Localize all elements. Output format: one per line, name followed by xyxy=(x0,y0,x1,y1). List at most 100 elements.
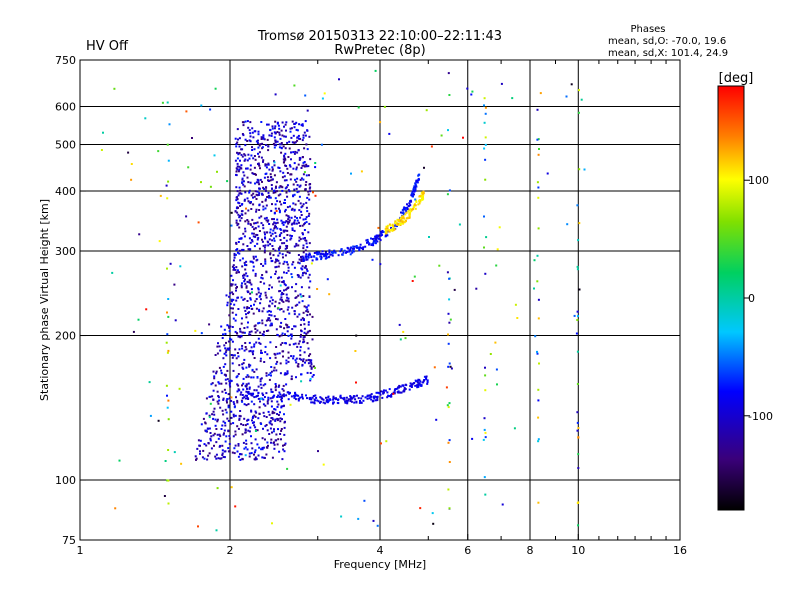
data-point xyxy=(448,298,451,301)
data-point xyxy=(310,401,313,404)
data-point xyxy=(173,451,176,454)
data-point xyxy=(578,168,581,171)
data-point xyxy=(238,348,241,351)
data-point xyxy=(245,316,248,319)
data-point xyxy=(249,140,252,143)
data-point xyxy=(227,393,230,396)
data-point xyxy=(279,200,281,203)
data-point xyxy=(247,290,250,293)
data-point xyxy=(303,259,306,262)
data-point xyxy=(264,199,267,202)
data-point xyxy=(415,181,418,184)
data-point xyxy=(360,170,363,173)
data-point xyxy=(276,318,279,321)
data-point xyxy=(273,221,276,224)
data-point xyxy=(260,215,263,218)
data-point xyxy=(215,453,218,456)
data-point xyxy=(415,179,418,182)
data-point xyxy=(251,232,254,235)
data-point xyxy=(237,427,240,430)
data-point xyxy=(353,401,356,404)
data-point xyxy=(273,408,276,410)
data-point xyxy=(236,224,239,227)
data-point xyxy=(218,445,221,448)
data-point xyxy=(258,308,261,311)
data-point xyxy=(392,229,395,232)
data-point xyxy=(248,279,251,282)
data-point xyxy=(264,207,267,210)
data-point xyxy=(289,403,292,406)
data-point xyxy=(253,222,256,225)
data-point xyxy=(209,437,212,440)
data-point xyxy=(408,214,411,217)
data-point xyxy=(259,178,262,181)
data-point xyxy=(386,391,389,394)
data-point xyxy=(195,457,198,460)
data-point xyxy=(269,231,272,234)
data-point xyxy=(276,352,279,355)
data-point xyxy=(284,147,287,150)
data-point xyxy=(391,229,394,232)
data-point xyxy=(277,194,280,197)
data-point xyxy=(445,386,448,389)
data-point xyxy=(264,164,267,167)
data-point xyxy=(268,223,271,225)
data-point xyxy=(411,383,414,386)
data-point xyxy=(238,165,241,168)
data-point xyxy=(227,404,230,407)
data-point xyxy=(357,106,360,109)
data-point xyxy=(167,298,170,300)
data-point xyxy=(264,262,267,265)
data-point xyxy=(270,405,273,408)
data-point xyxy=(254,324,257,327)
data-point xyxy=(211,413,214,416)
data-point xyxy=(533,259,536,262)
data-point xyxy=(283,199,286,201)
data-point xyxy=(446,404,449,407)
data-point xyxy=(284,221,287,224)
data-point xyxy=(270,184,273,186)
data-point xyxy=(302,336,305,339)
data-point xyxy=(307,321,310,324)
data-point xyxy=(286,234,289,236)
data-point xyxy=(252,415,254,418)
data-point xyxy=(308,174,310,177)
data-point xyxy=(234,253,237,256)
data-point xyxy=(387,395,390,397)
data-point xyxy=(342,251,345,254)
data-point xyxy=(447,441,450,444)
data-point xyxy=(309,365,312,368)
data-point xyxy=(484,106,487,109)
data-point xyxy=(284,284,287,287)
data-point xyxy=(270,366,273,368)
data-point xyxy=(267,163,270,166)
data-point xyxy=(258,446,261,449)
data-point xyxy=(293,229,296,232)
data-point xyxy=(280,151,283,154)
data-point xyxy=(255,341,258,344)
data-point xyxy=(167,502,170,505)
data-point xyxy=(292,151,295,154)
data-point xyxy=(298,340,301,343)
data-point xyxy=(274,203,277,206)
data-point xyxy=(414,204,417,207)
data-point xyxy=(167,479,170,482)
data-point xyxy=(290,237,293,240)
data-point xyxy=(484,493,487,496)
data-point xyxy=(301,255,304,258)
data-point xyxy=(377,234,380,237)
data-point xyxy=(282,256,284,259)
data-point xyxy=(242,367,245,370)
data-point xyxy=(221,337,224,339)
data-point xyxy=(166,101,169,104)
data-point xyxy=(351,251,354,254)
data-point xyxy=(230,274,233,277)
data-point xyxy=(259,298,262,301)
data-point xyxy=(259,331,262,334)
data-point xyxy=(240,296,243,299)
data-point xyxy=(578,288,581,291)
data-point xyxy=(471,90,474,93)
data-point xyxy=(305,174,308,177)
data-point xyxy=(290,375,293,378)
x-tick-label: 1 xyxy=(77,544,84,557)
